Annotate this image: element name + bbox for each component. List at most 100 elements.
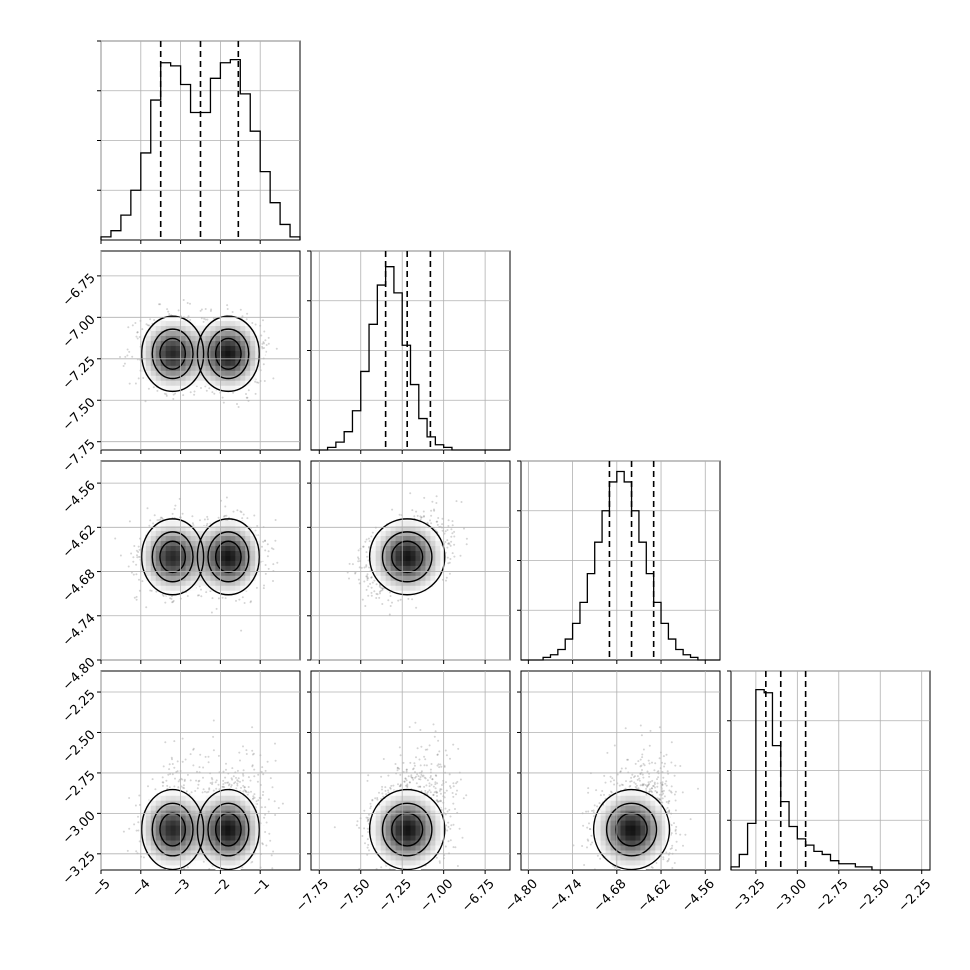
density-cell [180,345,186,351]
density-cell [220,315,226,322]
density-cell [220,325,226,331]
density-cell [145,570,152,576]
density-cell [190,335,196,341]
density-cell [250,375,256,381]
density-cell [190,580,196,586]
density-cell [240,320,246,327]
scatter-point [204,385,207,388]
scatter-point [357,557,360,560]
scatter-point [260,334,263,337]
scatter-point [132,560,135,563]
density-cell [170,315,177,322]
density-cell [155,525,162,532]
scatter-point [453,530,456,533]
density-cell [200,580,206,586]
density-cell [180,385,186,391]
density-cell [220,355,226,361]
scatter-point [122,365,125,367]
density-cell [230,315,236,322]
density-cell [165,575,172,581]
density-cell [145,545,152,551]
density-cell [205,330,211,336]
density-cell [160,555,167,561]
scatter-point [465,537,468,540]
scatter-point [203,518,206,521]
density-cell [140,355,147,361]
scatter-point [119,554,122,557]
density-cell [185,585,191,591]
scatter-point [370,535,373,538]
scatter-point [446,556,449,559]
scatter-point [236,403,238,405]
scatter-point [137,377,140,380]
density-cell [185,375,191,381]
density-cell [175,325,181,331]
density-cell [165,340,172,346]
density-cell [195,525,201,532]
density-cell [230,370,236,376]
density-cell [225,520,231,527]
density-cell [195,325,201,331]
density-cell [205,340,211,346]
scatter-point [241,517,244,520]
density-cell [220,345,226,351]
density-cell [260,350,266,356]
density-contour [151,531,194,583]
scatter-point [430,514,433,517]
scatter-point [387,599,390,602]
density-cell [245,535,251,541]
density-cell [215,350,221,356]
scatter-point [450,528,453,531]
density-cell [215,535,221,541]
density-cell [255,345,261,351]
density-cell [225,530,231,537]
density-cell [245,350,251,356]
scatter-point [200,387,202,389]
density-cell [170,585,177,591]
scatter-point [189,302,191,305]
density-cell [165,565,172,571]
density-cell [170,345,177,351]
density-cell [175,580,181,586]
density-cell [235,585,241,591]
density-cell [240,525,246,532]
density-cell [165,535,172,541]
density-cell [205,365,211,371]
scatter-point [370,594,373,597]
density-cell [155,335,162,341]
density-cell [240,350,246,356]
scatter-point [413,515,416,518]
density-cell [220,570,226,576]
scatter-point [153,514,156,517]
scatter-point [136,554,138,557]
scatter-point [171,601,174,604]
scatter-point [348,562,351,565]
scatter-point [133,596,136,599]
density-cell [180,340,186,346]
scatter-point [272,563,275,566]
density-cell [205,540,211,546]
density-cell [175,585,181,591]
density-cell [230,555,236,561]
scatter-point [119,356,121,358]
density-cell [225,355,231,361]
density-cell [250,550,256,556]
scatter-point [376,593,379,596]
density-cell [230,350,236,356]
density-contour [214,337,242,370]
density-cell [230,550,236,556]
density-cell [180,530,186,537]
density-cell [195,535,201,541]
density-cell [220,585,226,591]
density-cell [370,555,377,561]
density-cell [240,580,246,586]
density-cell [220,535,226,541]
density-cell [210,345,216,351]
density-cell [150,335,157,341]
density-cell [235,520,241,527]
scatter-point [445,579,447,582]
density-cell [175,315,181,322]
scatter-point [264,549,267,552]
density-cell [155,350,162,356]
scatter-point [246,396,249,399]
